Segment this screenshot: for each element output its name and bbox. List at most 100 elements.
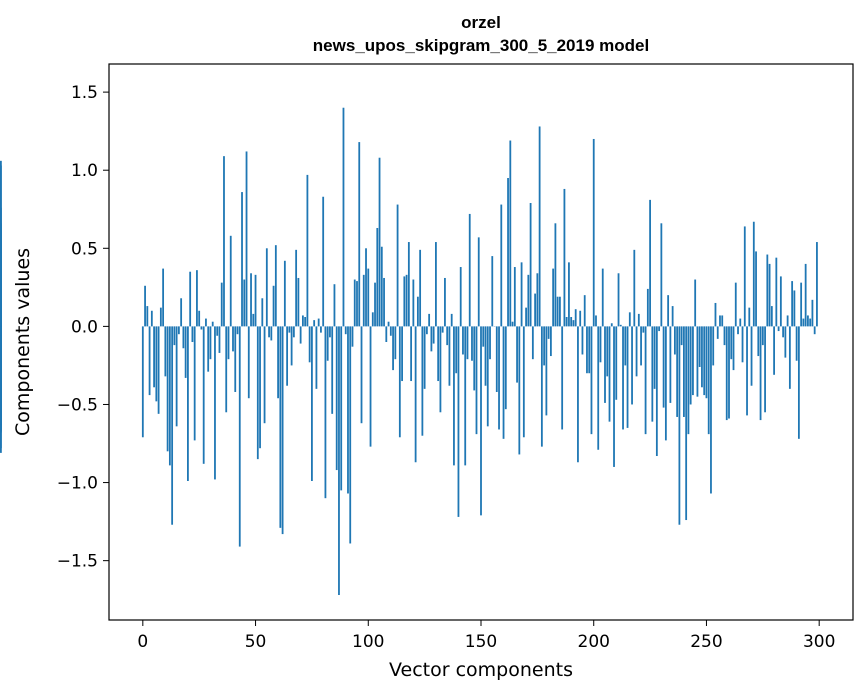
bar-40 xyxy=(232,326,234,352)
bar-183 xyxy=(554,223,557,327)
bar-155 xyxy=(491,256,494,327)
bar-91 xyxy=(347,326,349,494)
bar-280 xyxy=(773,326,775,375)
bar-128 xyxy=(430,326,433,352)
bar-170 xyxy=(525,307,527,327)
bar-237 xyxy=(676,326,679,417)
bar-86 xyxy=(335,326,338,471)
bar-157 xyxy=(495,326,498,392)
y-tick-label: 0.5 xyxy=(71,239,98,259)
bar-272 xyxy=(755,251,757,327)
bar-152 xyxy=(484,326,487,386)
bar-174 xyxy=(534,293,537,327)
bar-114 xyxy=(398,326,401,438)
bar-245 xyxy=(694,279,697,327)
bar-98 xyxy=(362,274,365,327)
bar-126 xyxy=(425,326,428,335)
bar-251 xyxy=(707,326,710,435)
bar-234 xyxy=(669,326,672,403)
bar-52 xyxy=(259,326,261,449)
bar-248 xyxy=(701,326,703,388)
bar-297 xyxy=(811,299,814,327)
bar-275 xyxy=(761,326,764,346)
bar-250 xyxy=(705,326,708,399)
bar-undefined xyxy=(0,326,2,425)
bar-227 xyxy=(653,326,656,389)
bar-134 xyxy=(444,277,446,327)
bar-261 xyxy=(730,326,733,360)
bar-276 xyxy=(764,326,766,413)
bar-278 xyxy=(768,263,771,327)
bar-274 xyxy=(759,326,762,421)
bar-12 xyxy=(168,326,171,466)
bar-133 xyxy=(441,326,444,333)
bar-270 xyxy=(750,326,753,386)
bar-285 xyxy=(784,326,787,358)
bar-62 xyxy=(281,326,284,535)
bar-259 xyxy=(725,326,728,421)
bar-56 xyxy=(268,326,270,338)
bar-5 xyxy=(153,326,155,388)
bar-113 xyxy=(396,204,399,327)
bar-178 xyxy=(543,326,546,366)
bar-292 xyxy=(800,282,803,327)
bar-150 xyxy=(480,326,482,516)
bar-194 xyxy=(579,310,582,327)
bar-173 xyxy=(531,326,534,360)
bar-111 xyxy=(392,326,394,371)
bar-109 xyxy=(387,321,390,327)
bar-201 xyxy=(595,315,597,327)
bar-138 xyxy=(453,326,455,466)
bar-136 xyxy=(448,326,451,386)
bar-225 xyxy=(649,199,651,327)
x-tick-label: 100 xyxy=(352,632,384,652)
bar-210 xyxy=(615,326,618,400)
bar-66 xyxy=(290,326,293,366)
bar-289 xyxy=(793,290,796,327)
bar-59 xyxy=(274,245,277,327)
bar-163 xyxy=(509,140,512,327)
bar-60 xyxy=(277,326,279,399)
bar-61 xyxy=(279,326,282,528)
bar-243 xyxy=(689,326,692,405)
bar-179 xyxy=(545,326,548,416)
bar-148 xyxy=(475,326,478,435)
bar-47 xyxy=(247,326,250,399)
bar-246 xyxy=(696,326,699,397)
bar-130 xyxy=(435,242,437,327)
bar-159 xyxy=(500,204,503,327)
bar-204 xyxy=(601,268,604,327)
bar-68 xyxy=(295,249,298,327)
bar-4 xyxy=(150,310,153,327)
bar-199 xyxy=(590,326,593,435)
bar-236 xyxy=(673,326,676,355)
bar-255 xyxy=(716,326,719,339)
bar-3 xyxy=(148,326,151,396)
bar-48 xyxy=(250,273,252,327)
bar-80 xyxy=(322,196,325,327)
bar-233 xyxy=(667,295,670,327)
bar-184 xyxy=(556,296,559,327)
bar-132 xyxy=(439,326,442,413)
bar-222 xyxy=(642,326,645,333)
x-tick-label: 150 xyxy=(465,632,497,652)
bar-271 xyxy=(752,221,755,327)
bar-188 xyxy=(565,317,568,327)
bar-166 xyxy=(516,326,518,383)
bar-260 xyxy=(728,326,730,419)
bar-158 xyxy=(498,326,500,430)
bar-186 xyxy=(561,326,564,430)
bar-39 xyxy=(229,235,232,327)
bar-30 xyxy=(209,326,212,360)
bar-72 xyxy=(304,317,307,327)
bar-190 xyxy=(570,317,573,327)
bar-23 xyxy=(193,326,196,441)
bar-273 xyxy=(757,326,760,357)
bar-143 xyxy=(464,326,467,466)
bar-181 xyxy=(549,326,552,357)
bar-265 xyxy=(739,318,742,327)
bar-50 xyxy=(254,274,257,327)
bar-11 xyxy=(166,326,169,452)
bar-241 xyxy=(685,326,688,521)
bar-116 xyxy=(403,276,406,327)
